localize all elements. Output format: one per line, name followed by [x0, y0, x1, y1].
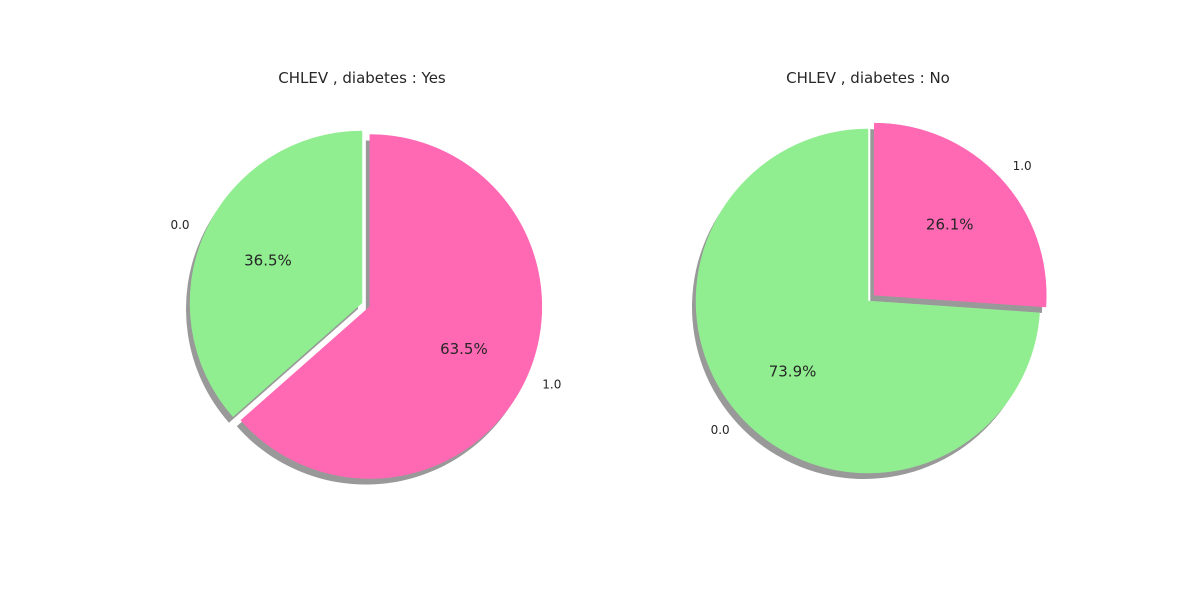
slice-percent-label: 73.9% [769, 362, 817, 380]
chart-title: CHLEV , diabetes : No [786, 69, 950, 87]
slice-category-label: 1.0 [542, 377, 561, 391]
pie-slice-1-0 [240, 134, 543, 479]
slice-percent-label: 26.1% [926, 216, 974, 234]
slice-category-label: 0.0 [170, 218, 189, 232]
pie-slice-0-0 [189, 130, 363, 418]
pie-slice-0-0 [695, 128, 1040, 474]
pie-chart-diabetes-no: CHLEV , diabetes : No 0.0 73.9% 1.0 26.1% [692, 69, 1047, 479]
pie-chart-diabetes-yes: CHLEV , diabetes : Yes 0.0 36.5% 1.0 63.5% [170, 69, 561, 485]
slice-percent-label: 36.5% [244, 252, 292, 270]
slice-category-label: 0.0 [711, 423, 730, 437]
chart-title: CHLEV , diabetes : Yes [278, 69, 446, 87]
pie-slice-1-0 [874, 122, 1047, 308]
slice-category-label: 1.0 [1013, 159, 1032, 173]
slice-percent-label: 63.5% [440, 340, 488, 358]
